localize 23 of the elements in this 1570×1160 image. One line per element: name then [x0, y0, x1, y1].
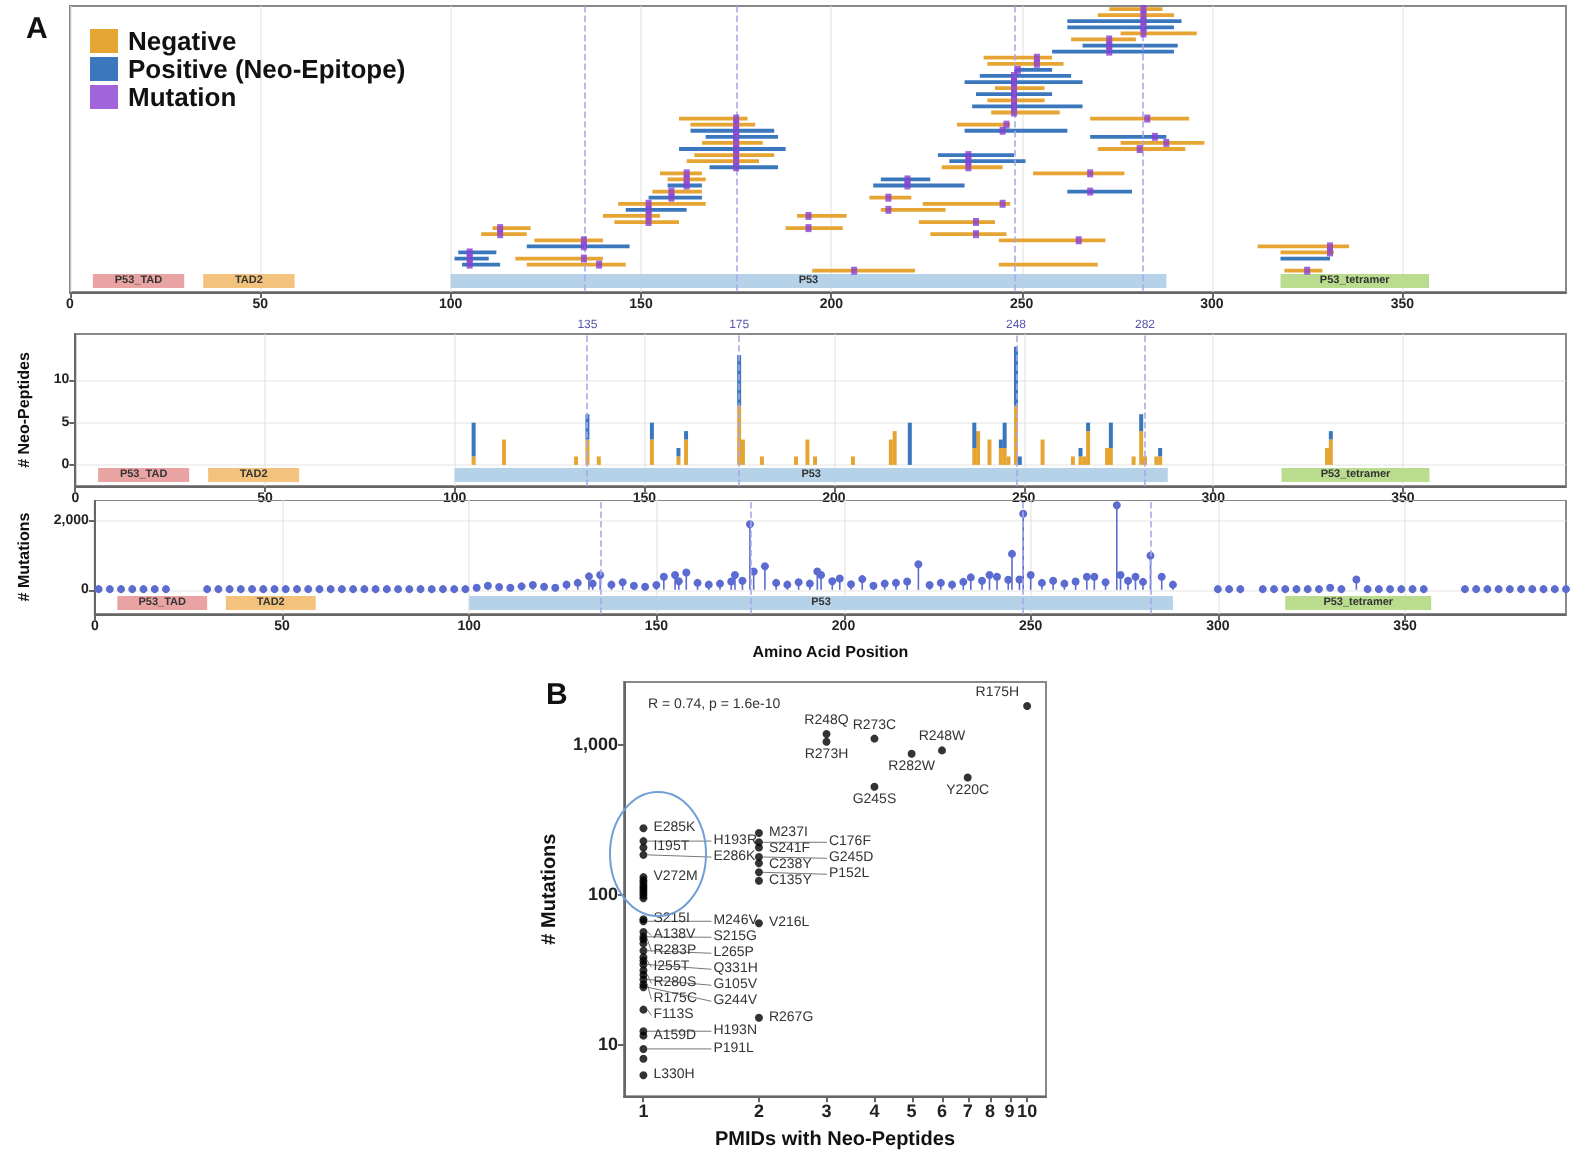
x-tick-label: 2 [753, 1101, 764, 1122]
x-axis-title: PMIDs with Neo-Peptides [714, 1129, 956, 1151]
x-tick-label: 8 [984, 1101, 995, 1122]
y-tick-label: 100 [587, 884, 618, 905]
x-tick-label: 7 [962, 1101, 973, 1122]
x-tick-label: 1 [638, 1101, 649, 1122]
x-tick-label: 3 [821, 1101, 832, 1122]
x-axis-title: Amino Acid Position [752, 643, 909, 661]
chart-title: A [26, 12, 48, 46]
x-tick-label: 9 [1004, 1101, 1015, 1122]
y-tick-label: 10 [597, 1034, 618, 1055]
legend-label: Positive (Neo-Epitope) [128, 54, 406, 84]
legend-label: Mutation [128, 82, 237, 112]
x-tick-label: 10 [1017, 1101, 1038, 1122]
chart-title: B [546, 678, 568, 712]
y-tick-label: 1,000 [572, 734, 618, 755]
legend-label: Negative [128, 26, 237, 56]
y-axis-title: # Neo-Peptides [15, 351, 33, 468]
y-axis-title: # Mutations [539, 832, 561, 945]
y-axis-title: # Mutations [15, 511, 33, 602]
x-tick-label: 4 [869, 1101, 880, 1122]
x-tick-label: 6 [936, 1101, 948, 1122]
x-tick-label: 5 [906, 1101, 917, 1122]
